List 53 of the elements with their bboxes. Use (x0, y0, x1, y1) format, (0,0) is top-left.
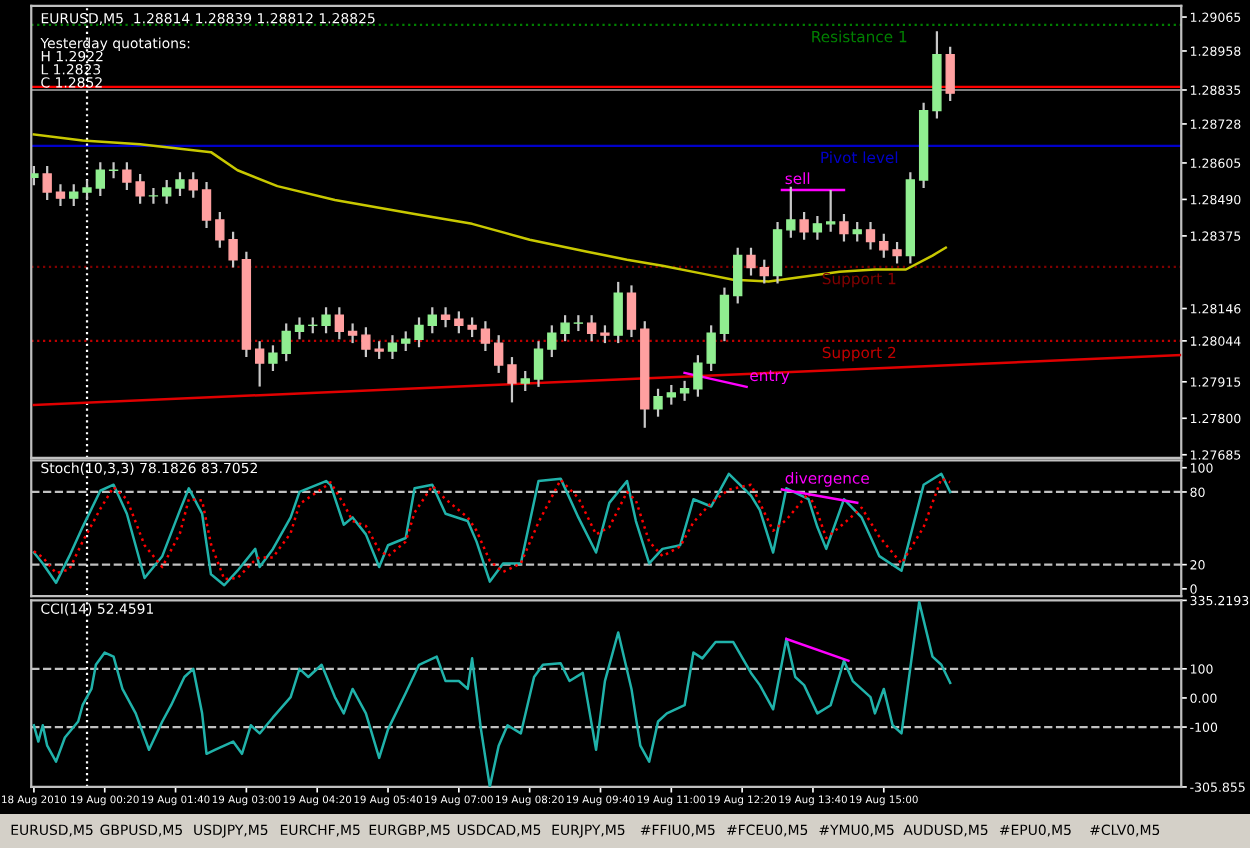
candlestick (162, 178, 172, 205)
candlestick (321, 306, 331, 335)
candlestick (520, 369, 530, 393)
candlestick (746, 246, 756, 277)
candlestick (626, 284, 637, 339)
candlestick (892, 240, 902, 265)
candlestick (281, 322, 291, 363)
candlestick (387, 334, 398, 361)
candlestick (427, 306, 437, 335)
candlestick (759, 258, 769, 285)
candlestick (440, 306, 451, 329)
candlestick (865, 220, 876, 251)
candlestick (82, 178, 92, 202)
candlestick (347, 322, 358, 345)
candlestick (586, 314, 597, 343)
line-series (32, 600, 952, 787)
candlestick (733, 246, 743, 305)
candlestick (215, 210, 225, 249)
candlestick (42, 165, 52, 202)
candlestick (414, 316, 424, 349)
candlestick (812, 214, 823, 241)
candlestick (666, 383, 676, 406)
candlestick (772, 220, 783, 285)
candlestick (852, 220, 862, 243)
candlestick (294, 316, 305, 341)
candlestick (175, 171, 185, 198)
candlestick (653, 387, 663, 418)
candlestick (334, 306, 345, 341)
candlestick (228, 230, 238, 269)
candlestick (719, 286, 730, 343)
candlestick (839, 212, 849, 243)
candlestick (679, 379, 690, 402)
candlestick (69, 183, 79, 208)
candlestick (799, 210, 809, 241)
candlestick (879, 232, 889, 259)
candlestick (533, 340, 544, 388)
candlestick (547, 324, 557, 359)
candlestick (201, 180, 212, 230)
candlestick (613, 280, 623, 345)
candlestick (148, 186, 159, 205)
candlestick (480, 320, 491, 353)
candlestick (254, 340, 265, 388)
candlestick (188, 171, 198, 199)
candlestick (268, 344, 278, 373)
candlestick (507, 355, 517, 404)
candlestick (786, 185, 796, 239)
candlestick (825, 188, 836, 233)
candlestick (945, 45, 955, 103)
candlestick (55, 183, 66, 208)
candlestick (560, 314, 570, 343)
candlestick (401, 330, 411, 353)
candlestick (494, 334, 504, 375)
candlestick (95, 161, 105, 198)
